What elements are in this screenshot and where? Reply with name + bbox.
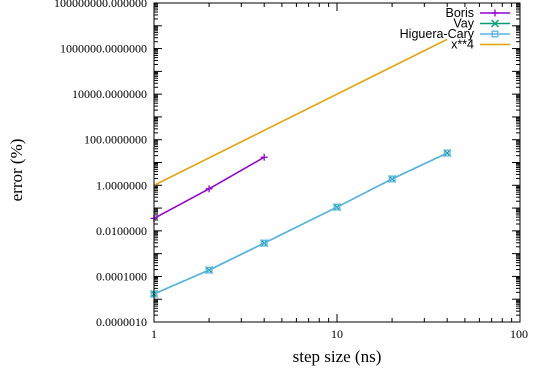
x-tick-label: 1: [151, 327, 157, 341]
series-boris: [150, 153, 268, 222]
y-axis-label: error (%): [7, 139, 26, 202]
data-point-marker: [491, 30, 499, 38]
y-tick-label: 100.0000000: [84, 133, 147, 147]
data-point-marker: [491, 19, 499, 28]
x-axis-ticks: 1 10 100: [151, 3, 528, 341]
data-point-marker: [388, 175, 396, 183]
x-axis-label: step size (ns): [293, 347, 382, 366]
y-tick-label: 100000000.000000: [54, 0, 147, 10]
y-tick-label: 0.0001000: [96, 269, 147, 283]
series-x-4: [153, 38, 448, 186]
legend-label: Vay: [453, 17, 474, 31]
legend-label: Boris: [446, 6, 474, 20]
plot-series: [150, 38, 452, 298]
y-tick-label: 1.0000000: [96, 178, 147, 192]
y-tick-label: 1000000.0000000: [60, 42, 147, 56]
data-point-marker: [443, 149, 451, 157]
y-tick-label: 0.0000010: [96, 315, 147, 329]
legend-label: x**4: [451, 38, 474, 52]
y-tick-label: 10000.0000000: [72, 87, 147, 101]
y-tick-label: 0.0100000: [96, 224, 147, 238]
legend-label: Higuera-Cary: [400, 27, 475, 41]
x-tick-label: 10: [331, 327, 343, 341]
data-point-marker: [205, 266, 213, 274]
series-line-x-4: [153, 38, 448, 186]
x-tick-label: 100: [510, 327, 528, 341]
series-line-higuera-cary: [153, 152, 448, 295]
series-higuera-cary: [150, 149, 451, 298]
plot-frame: [153, 2, 521, 323]
data-point-marker: [260, 239, 268, 247]
data-point-marker: [333, 203, 341, 211]
